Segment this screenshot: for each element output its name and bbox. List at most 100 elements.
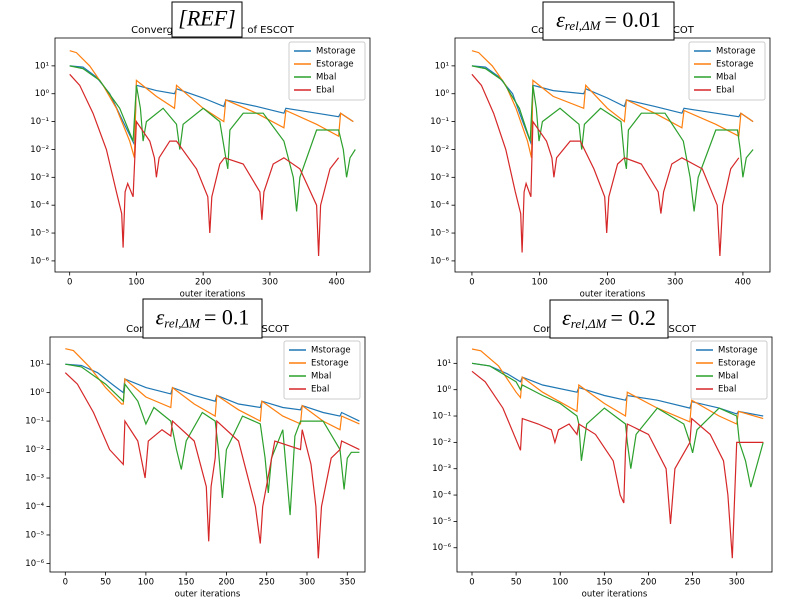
y-tick-label: 10⁻⁴ xyxy=(30,201,49,211)
axes-frame xyxy=(54,37,371,273)
y-tick-label: 10⁻⁴ xyxy=(432,491,451,501)
series-line xyxy=(69,50,354,158)
x-tick-label: 250 xyxy=(684,578,700,588)
series-line xyxy=(471,50,754,158)
annotation: εrel,ΔM = 0.01 xyxy=(556,7,661,33)
y-tick-label: 10⁻² xyxy=(430,145,449,155)
y-tick-label: 10⁻⁵ xyxy=(432,517,451,527)
annotation: [REF] xyxy=(178,6,235,31)
y-tick-label: 10⁰ xyxy=(35,89,50,99)
x-tick-label: 300 xyxy=(299,578,315,588)
x-axis-label: outer iterations xyxy=(580,290,646,300)
legend-box xyxy=(688,41,766,101)
legend-label: Estorage xyxy=(716,60,754,70)
y-tick-label: 10⁻¹ xyxy=(432,412,451,422)
annotation-text: [REF] xyxy=(178,6,235,31)
x-tick-label: 300 xyxy=(667,278,683,288)
x-tick-label: 200 xyxy=(640,578,656,588)
series-line xyxy=(65,363,360,516)
y-tick-label: 10⁻⁶ xyxy=(432,543,451,553)
x-tick-label: 400 xyxy=(329,278,345,288)
x-tick-label: 400 xyxy=(735,278,751,288)
x-tick-label: 0 xyxy=(67,278,72,288)
legend-label: Mstorage xyxy=(311,346,351,356)
annotation-box xyxy=(142,298,263,339)
annotation-symbol: ε xyxy=(156,305,165,330)
legend-label: Mstorage xyxy=(718,346,758,356)
legend-label: Estorage xyxy=(718,359,756,369)
annotation-box xyxy=(542,1,675,41)
legend-label: Ebal xyxy=(718,385,736,395)
annotation-symbol: ε xyxy=(562,305,571,330)
y-tick-label: 10⁻⁶ xyxy=(30,256,49,266)
y-tick-label: 10¹ xyxy=(35,61,49,71)
y-tick-label: 10¹ xyxy=(30,360,44,370)
legend-label: Ebal xyxy=(311,385,329,395)
series-line xyxy=(471,65,754,145)
x-tick-label: 50 xyxy=(100,578,111,588)
y-tick-label: 10¹ xyxy=(435,61,449,71)
legend-label: Mstorage xyxy=(316,47,356,57)
legend-label: Ebal xyxy=(716,86,734,96)
x-tick-label: 200 xyxy=(599,278,615,288)
x-tick-label: 300 xyxy=(729,578,745,588)
annotation-subscript: rel,ΔM xyxy=(565,18,602,33)
legend-label: Mbal xyxy=(716,73,736,83)
y-tick-label: 10⁻⁴ xyxy=(25,502,44,512)
y-tick-label: 10⁻² xyxy=(432,438,451,448)
x-axis-label: outer iterations xyxy=(180,290,246,300)
legend-label: Mbal xyxy=(311,372,331,382)
y-tick-label: 10⁻⁴ xyxy=(430,201,449,211)
y-tick-label: 10⁻¹ xyxy=(25,417,44,427)
y-tick-label: 10⁰ xyxy=(435,89,450,99)
y-tick-label: 10⁻³ xyxy=(30,173,49,183)
x-tick-label: 0 xyxy=(63,578,68,588)
y-tick-label: 10⁻¹ xyxy=(30,117,49,127)
y-tick-label: 10⁰ xyxy=(30,388,45,398)
x-tick-label: 100 xyxy=(532,278,548,288)
legend-box xyxy=(288,41,366,101)
annotation-subscript: rel,ΔM xyxy=(571,316,608,331)
x-tick-label: 300 xyxy=(262,278,278,288)
legend-label: Mstorage xyxy=(716,47,756,57)
legend-box xyxy=(283,340,361,400)
y-tick-label: 10⁻² xyxy=(25,445,44,455)
annotation-box xyxy=(171,1,243,38)
x-tick-label: 350 xyxy=(339,578,355,588)
x-tick-label: 150 xyxy=(596,578,612,588)
y-tick-label: 10⁻³ xyxy=(25,474,44,484)
legend-label: Ebal xyxy=(316,86,334,96)
y-tick-label: 10⁻⁶ xyxy=(25,559,44,569)
series-line xyxy=(471,370,764,559)
x-tick-label: 50 xyxy=(511,578,522,588)
legend-label: Mbal xyxy=(718,372,738,382)
annotation-subscript: rel,ΔM xyxy=(164,315,201,330)
x-tick-label: 0 xyxy=(469,578,474,588)
y-tick-label: 10⁻⁵ xyxy=(25,530,44,540)
x-axis-label: outer iterations xyxy=(582,590,648,600)
y-tick-label: 10⁻⁵ xyxy=(30,229,49,239)
x-tick-label: 150 xyxy=(178,578,194,588)
annotation: εrel,ΔM = 0.1 xyxy=(156,305,250,331)
annotation-text: = 0.1 xyxy=(204,305,249,330)
annotation-box xyxy=(549,299,669,339)
legend-label: Mbal xyxy=(316,73,336,83)
x-tick-label: 200 xyxy=(195,278,211,288)
x-tick-label: 0 xyxy=(469,278,474,288)
x-axis-label: outer iterations xyxy=(175,590,241,600)
annotation-text: = 0.2 xyxy=(610,305,655,330)
x-tick-label: 100 xyxy=(138,578,154,588)
legend-label: Estorage xyxy=(311,359,349,369)
series-line xyxy=(471,348,764,425)
series-line xyxy=(471,73,740,257)
y-tick-label: 10⁻⁵ xyxy=(430,229,449,239)
x-tick-label: 100 xyxy=(128,278,144,288)
legend-label: Estorage xyxy=(316,60,354,70)
x-tick-label: 250 xyxy=(259,578,275,588)
series-line xyxy=(65,348,360,431)
y-tick-label: 10⁻³ xyxy=(432,464,451,474)
y-tick-label: 10⁻⁶ xyxy=(430,256,449,266)
y-tick-label: 10⁰ xyxy=(437,385,452,395)
series-line xyxy=(471,65,754,212)
